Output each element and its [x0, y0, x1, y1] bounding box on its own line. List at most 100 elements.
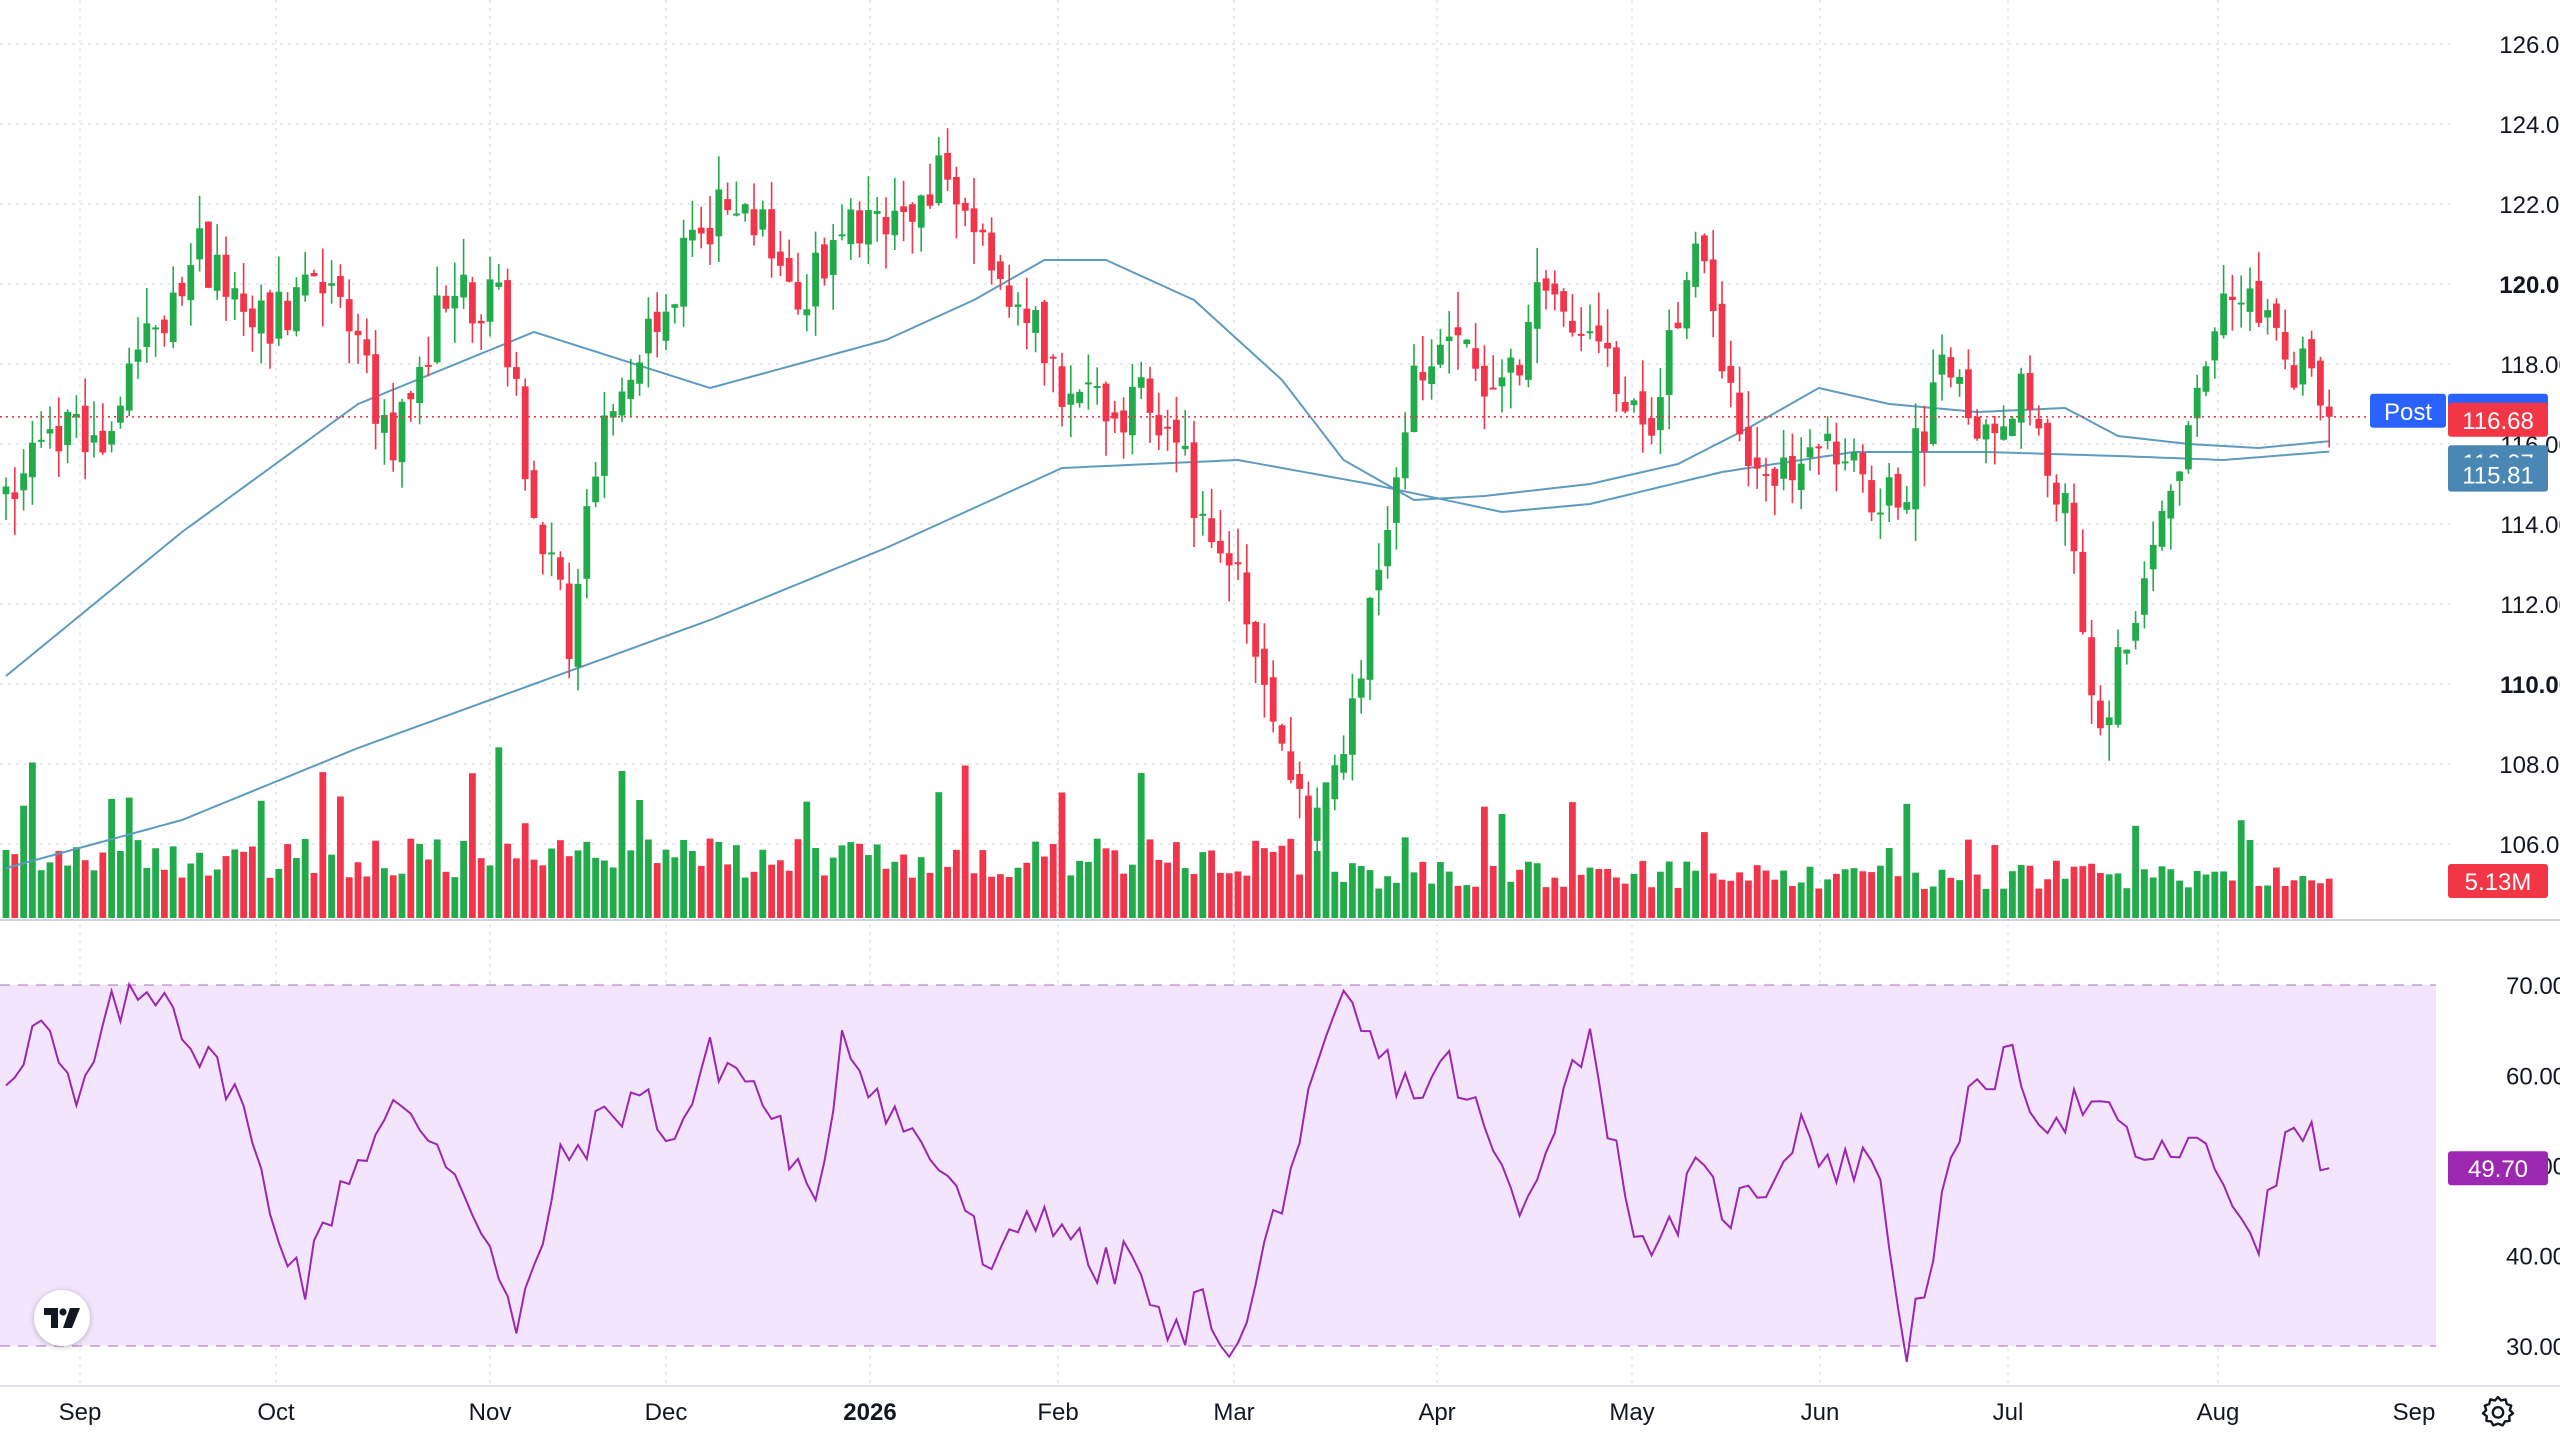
candle-body: [750, 209, 758, 236]
tradingview-logo-icon[interactable]: [34, 1290, 90, 1346]
candle-body: [1199, 513, 1207, 516]
price-tick-label: 106.00: [2499, 832, 2560, 859]
candle-body: [1085, 382, 1092, 385]
candle-body: [1357, 678, 1365, 698]
volume-bar: [1789, 886, 1796, 918]
volume-bar: [1217, 872, 1224, 918]
time-axis-label: Feb: [1037, 1399, 1078, 1426]
volume-bar: [1454, 885, 1462, 918]
volume-bar: [724, 864, 731, 918]
candle-body: [196, 228, 203, 260]
gear-icon[interactable]: [2478, 1392, 2518, 1432]
candle-body: [161, 319, 168, 334]
volume-bar: [2088, 863, 2095, 918]
volume-bar: [1516, 869, 1523, 918]
volume-bar: [178, 877, 186, 918]
candle-body: [1129, 386, 1136, 436]
candle-body: [715, 189, 723, 237]
volume-bar: [1384, 876, 1391, 918]
candle-body: [2202, 366, 2210, 392]
volume-bar: [2193, 870, 2201, 918]
volume-bar: [2325, 878, 2333, 918]
candle-body: [1771, 468, 1779, 486]
volume-bar: [539, 865, 547, 918]
candle-body: [1929, 382, 1937, 444]
candle-body: [1894, 473, 1902, 508]
candle-body: [645, 318, 652, 354]
candle-body: [1665, 330, 1673, 396]
candle-body: [319, 282, 327, 294]
candle-body: [1331, 765, 1339, 800]
post-label-bg: [2370, 393, 2446, 428]
price-tick-label: 112.00: [2500, 592, 2560, 619]
volume-bar: [1366, 870, 1374, 918]
volume-bar: [2053, 860, 2060, 918]
candle-body: [1234, 562, 1242, 565]
candle-body: [477, 320, 485, 324]
candle-body: [345, 299, 353, 332]
volume-bar: [574, 850, 582, 918]
volume-bar: [108, 798, 115, 918]
volume-bar: [2167, 869, 2175, 918]
volume-bar: [1481, 806, 1488, 918]
candle-body: [1604, 342, 1611, 349]
candle-body: [1489, 387, 1497, 390]
candle-body: [1472, 348, 1479, 369]
candle-body: [1005, 285, 1013, 307]
candle-body: [1305, 795, 1312, 836]
volume-bar: [1991, 845, 1999, 918]
volume-bar: [1595, 869, 1603, 918]
candle-body: [117, 405, 124, 423]
volume-bar: [1472, 886, 1479, 918]
candle-body: [2325, 406, 2333, 417]
volume-bar: [847, 842, 855, 918]
volume-bar: [1921, 888, 1928, 918]
volume-bar: [618, 770, 626, 918]
candle-body: [1067, 393, 1075, 405]
candle-body: [1102, 383, 1110, 422]
volume-bar: [398, 873, 406, 918]
volume-bar: [2105, 874, 2113, 918]
candle-body: [2, 486, 10, 495]
candle-body: [997, 261, 1004, 280]
volume-bar: [1331, 871, 1339, 918]
volume-bar: [2246, 840, 2254, 918]
candle-body: [266, 292, 274, 344]
candle-body: [1542, 278, 1550, 291]
volume-bar: [161, 869, 168, 918]
candle-body: [1674, 322, 1682, 329]
candle-body: [565, 583, 573, 659]
volume-bar: [73, 847, 80, 918]
candle-body: [1833, 441, 1840, 465]
candle-body: [1269, 677, 1277, 722]
volume-bar: [2114, 873, 2122, 918]
volume-bar: [433, 839, 441, 918]
volume-bar: [1199, 852, 1207, 918]
candle-body: [1287, 751, 1295, 780]
volume-bar: [2123, 888, 2131, 918]
volume-bar: [803, 801, 811, 918]
time-axis-label: Jun: [1801, 1399, 1840, 1426]
volume-bar: [293, 857, 300, 918]
volume-bar: [2158, 866, 2166, 918]
candle-body: [829, 240, 837, 276]
candle-body: [847, 209, 855, 245]
candle-body: [1322, 799, 1330, 817]
candle-body: [363, 339, 371, 356]
volume-bar: [671, 857, 679, 918]
rsi-value-badge: 49.70: [2448, 1151, 2548, 1186]
volume-bar: [909, 877, 916, 918]
volume-bar: [1903, 803, 1911, 918]
candle-body: [46, 429, 54, 434]
candle-body: [2044, 422, 2051, 476]
volume-bar: [1929, 886, 1937, 918]
candle-body: [1709, 259, 1717, 312]
candle-body: [1278, 725, 1286, 744]
candle-body: [1780, 457, 1787, 479]
volume-bar: [2299, 876, 2307, 918]
volume-bar: [1762, 870, 1770, 918]
candle-body: [460, 274, 467, 298]
